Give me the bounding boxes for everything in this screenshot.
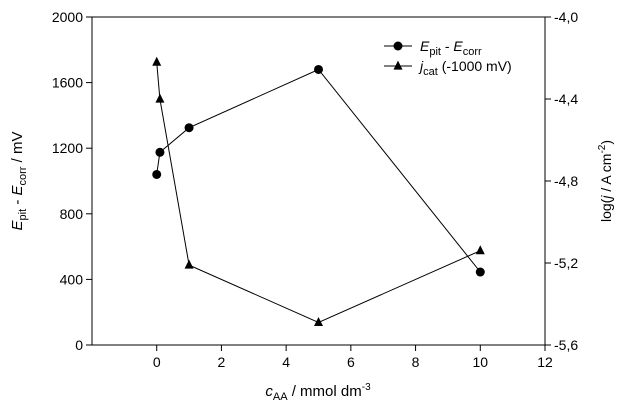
x-tick-label: 4 — [282, 354, 290, 370]
legend-main: j — [418, 58, 424, 74]
y-left-tick-label: 2000 — [52, 9, 83, 25]
series-line-1 — [156, 68, 481, 273]
x-label-main: c — [265, 383, 273, 400]
x-tick-label: 10 — [472, 354, 488, 370]
y-axis-left-label: Epit - Ecorr / mV — [9, 132, 29, 231]
legend-label-1: Epit - Ecorr — [420, 38, 482, 58]
data-point-circle — [152, 169, 162, 179]
yr-pre: log( — [598, 198, 614, 222]
data-point-triangle — [152, 56, 162, 66]
y-axis-right-label: log(j / A cm-2) — [597, 140, 614, 222]
y-left-tick-label: 1600 — [52, 75, 83, 91]
legend-main2: E — [453, 38, 463, 54]
yr-sup: -2 — [597, 144, 608, 153]
tick-marks — [86, 16, 551, 351]
yl-sub2: corr — [17, 166, 29, 185]
y-left-tick-label: 0 — [75, 337, 83, 353]
x-tick-label: 6 — [347, 354, 355, 370]
legend-sub: cat — [423, 66, 438, 78]
data-point-triangle — [184, 259, 194, 269]
legend-marker-circle — [393, 41, 403, 51]
y-right-tick-label: -4,8 — [554, 173, 578, 189]
legend-sub2: corr — [463, 46, 482, 58]
series-line-2 — [156, 62, 481, 324]
y-right-tick-label: -5,6 — [554, 337, 578, 353]
x-tick-label: 0 — [153, 354, 161, 370]
y-right-tick-label: -5,2 — [554, 255, 578, 271]
legend-label-2: jcat (-1000 mV) — [418, 58, 512, 78]
legend-mid: - — [441, 38, 453, 54]
y-left-tick-label: 1200 — [52, 140, 83, 156]
yl-mid: - — [9, 196, 26, 209]
x-axis-label: cAA / mmol dm-3 — [265, 382, 371, 403]
data-point-circle — [155, 147, 165, 157]
x-tick-label: 2 — [218, 354, 226, 370]
yl-sub: pit — [17, 209, 29, 221]
yr-post: ) — [598, 140, 614, 145]
legend-rest: (-1000 mV) — [438, 58, 512, 74]
yl-main2: E — [9, 185, 26, 196]
yl-rest: / mV — [9, 132, 26, 167]
x-label-rest: / mmol dm — [288, 383, 362, 400]
yl-main: E — [9, 219, 26, 230]
data-point-triangle — [155, 93, 165, 103]
data-point-triangle — [475, 245, 485, 255]
yr-ital: j — [598, 195, 614, 201]
x-tick-label: 8 — [412, 354, 420, 370]
x-label-sup: -3 — [362, 382, 371, 393]
x-tick-label: 12 — [537, 354, 553, 370]
y-right-tick-label: -4,0 — [554, 9, 578, 25]
y-left-tick-label: 800 — [60, 206, 84, 222]
y-right-tick-label: -4,4 — [554, 91, 578, 107]
yr-rest: / A cm — [598, 154, 614, 196]
series-layer — [152, 56, 485, 327]
data-point-circle — [184, 123, 194, 133]
legend-sub: pit — [429, 46, 441, 58]
y-left-tick-label: 400 — [60, 271, 84, 287]
x-label-sub: AA — [273, 391, 288, 403]
legend-main: E — [420, 38, 430, 54]
data-point-triangle — [314, 317, 323, 327]
data-point-circle — [314, 64, 323, 74]
tick-labels: 0 2 4 6 8 10 12 0 400 800 1200 1600 2000 -4,0 -4,4 -4,8… — [52, 9, 578, 370]
data-point-circle — [475, 267, 485, 277]
legend-marker-triangle — [393, 60, 403, 70]
